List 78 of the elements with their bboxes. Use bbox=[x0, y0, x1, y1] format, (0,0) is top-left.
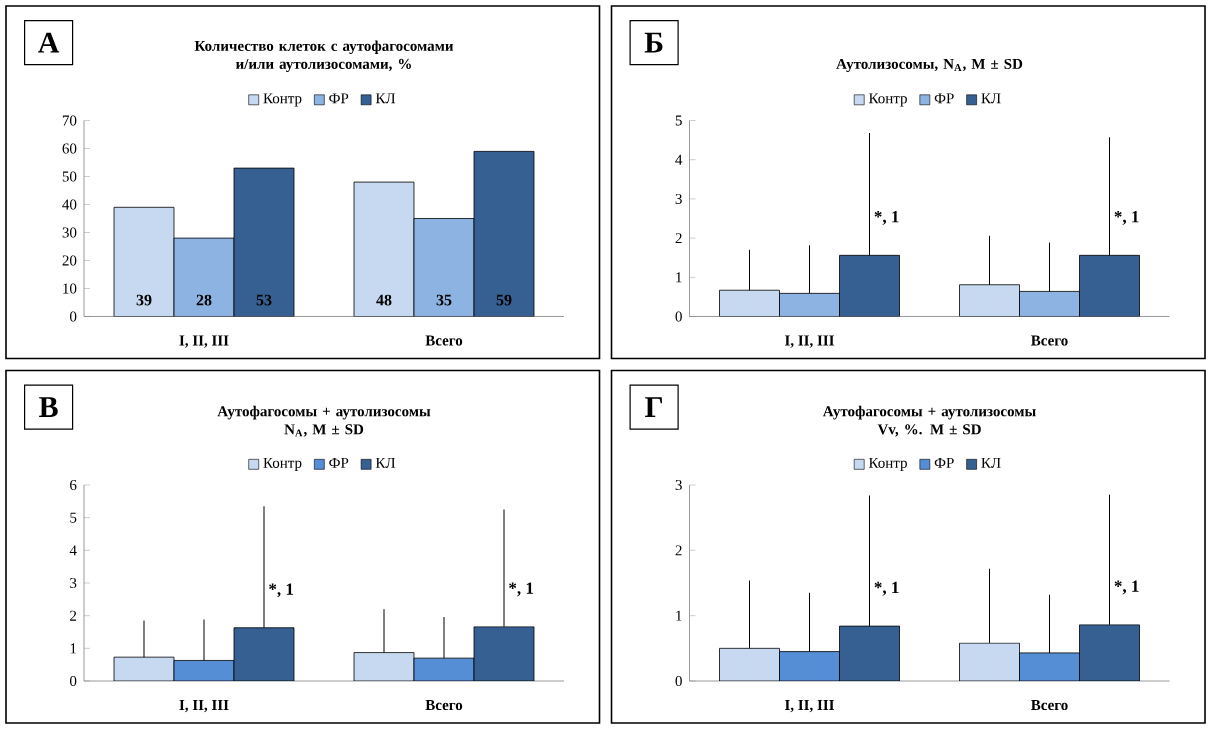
y-tick-label: 2 bbox=[70, 610, 77, 621]
y-tick-label: 1 bbox=[676, 610, 682, 621]
bar bbox=[779, 292, 840, 317]
text: Б bbox=[644, 32, 663, 53]
data-label: 53 bbox=[256, 294, 272, 306]
y-tick-label: 30 bbox=[62, 227, 77, 238]
chart-title: Аутолизосомы, N$_{A}$, M ± SD bbox=[836, 58, 1023, 73]
x-tick-label: I, II, III bbox=[179, 700, 229, 713]
chart-title: Аутофагосомы + аутолизосомы bbox=[822, 405, 1036, 420]
y-tick-label: 10 bbox=[63, 283, 77, 294]
legend-label: ФР bbox=[934, 457, 954, 468]
bar bbox=[839, 254, 900, 317]
bar bbox=[719, 289, 780, 317]
data-label: 39 bbox=[136, 294, 152, 306]
text: А bbox=[38, 32, 60, 53]
y-tick-label: 1 bbox=[676, 272, 682, 283]
y-tick-label: 20 bbox=[62, 255, 77, 266]
y-tick-label: 5 bbox=[675, 115, 682, 126]
y-tick-label: 2 bbox=[675, 233, 682, 244]
x-tick-label: Всего bbox=[425, 335, 463, 346]
legend-label: КЛ bbox=[375, 457, 396, 468]
y-tick-label: 40 bbox=[62, 199, 77, 210]
legend-label: ФР bbox=[329, 457, 349, 468]
y-tick-label: 5 bbox=[70, 512, 77, 523]
y-tick-label: 60 bbox=[62, 143, 77, 154]
bar bbox=[959, 642, 1020, 681]
annotation: *, 1 bbox=[874, 211, 899, 225]
bar bbox=[353, 652, 415, 681]
bar bbox=[1079, 624, 1140, 681]
annotation: *, 1 bbox=[269, 583, 294, 598]
x-tick-label: I, II, III bbox=[785, 335, 834, 348]
legend-label: ФР bbox=[934, 93, 954, 104]
legend-label: Контр bbox=[263, 93, 302, 107]
text: Г bbox=[645, 397, 662, 417]
y-tick-label: 4 bbox=[675, 154, 683, 165]
x-tick-label: Всего bbox=[1031, 700, 1068, 711]
legend-label: КЛ bbox=[981, 93, 1001, 104]
data-label: 28 bbox=[196, 294, 212, 306]
y-tick-label: 0 bbox=[675, 675, 682, 687]
y-tick-label: 3 bbox=[70, 577, 77, 589]
legend-label: КЛ bbox=[981, 457, 1001, 468]
y-tick-label: 0 bbox=[70, 675, 77, 687]
legend-label: ФР bbox=[329, 93, 349, 104]
chart-subtitle: Vv, %. M ± SD bbox=[877, 424, 981, 437]
annotation: *, 1 bbox=[509, 582, 534, 597]
annotation: *, 1 bbox=[1114, 211, 1139, 225]
bar bbox=[839, 625, 900, 681]
legend-label: КЛ bbox=[375, 93, 396, 104]
bar bbox=[1019, 291, 1080, 317]
y-tick-label: 70 bbox=[62, 115, 77, 126]
x-tick-label: Всего bbox=[1031, 335, 1068, 346]
bar bbox=[1079, 254, 1140, 317]
chart-subtitle: N$_{A}$, M ± SD bbox=[284, 424, 364, 437]
x-tick-label: I, II, III bbox=[785, 700, 834, 713]
text: В bbox=[39, 397, 58, 417]
y-tick-label: 0 bbox=[675, 311, 682, 322]
annotation: *, 1 bbox=[874, 581, 899, 596]
bar bbox=[719, 647, 780, 681]
y-tick-label: 3 bbox=[675, 479, 682, 491]
y-tick-label: 3 bbox=[675, 193, 682, 204]
y-tick-label: 2 bbox=[675, 545, 682, 556]
data-label: 48 bbox=[376, 294, 392, 306]
legend-label: Контр bbox=[263, 457, 302, 471]
data-label: 35 bbox=[436, 294, 452, 306]
x-tick-label: I, II, III bbox=[179, 335, 229, 348]
y-tick-label: 6 bbox=[70, 479, 77, 491]
y-tick-label: 50 bbox=[62, 171, 77, 182]
y-tick-label: 0 bbox=[70, 311, 77, 322]
annotation: *, 1 bbox=[1114, 580, 1139, 595]
legend-label: Контр bbox=[868, 457, 907, 471]
x-tick-label: Всего bbox=[425, 700, 463, 711]
chart-title: Аутофагосомы + аутолизосомы bbox=[217, 405, 431, 420]
data-label: 59 bbox=[496, 294, 512, 306]
legend-label: Контр bbox=[868, 93, 907, 107]
chart-title: Количество клеток с аутофагосомами и/или аутолизосомами, % bbox=[194, 40, 454, 73]
y-tick-label: 4 bbox=[69, 545, 77, 556]
y-tick-label: 1 bbox=[70, 643, 77, 654]
bar bbox=[959, 284, 1020, 317]
